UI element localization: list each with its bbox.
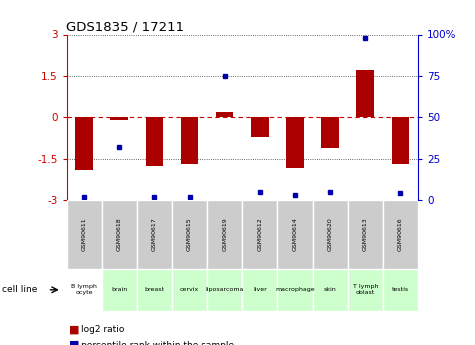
Bar (102, 269, 137, 310)
Text: log2 ratio: log2 ratio (81, 325, 124, 334)
Text: macrophage: macrophage (275, 287, 315, 292)
Bar (75, 117, 93, 170)
Text: percentile rank within the sample: percentile rank within the sample (81, 341, 234, 345)
Bar (102, 200, 137, 269)
Text: ■: ■ (69, 340, 79, 345)
Text: B lymph
ocyte: B lymph ocyte (71, 284, 97, 295)
Text: T lymph
oblast: T lymph oblast (352, 284, 378, 295)
Bar (348, 269, 383, 310)
Bar (251, 117, 269, 137)
Text: GSM90616: GSM90616 (398, 218, 403, 252)
Text: cervix: cervix (180, 287, 199, 292)
Bar (172, 269, 207, 310)
Text: GSM90618: GSM90618 (117, 218, 122, 252)
Bar (137, 200, 172, 269)
Bar (137, 269, 172, 310)
Text: GSM90619: GSM90619 (222, 218, 227, 252)
Text: brain: brain (111, 287, 127, 292)
Bar (66, 269, 102, 310)
Bar (145, 117, 163, 166)
Text: skin: skin (324, 287, 336, 292)
Bar (66, 200, 102, 269)
Bar (110, 117, 128, 120)
Text: GSM90613: GSM90613 (363, 218, 368, 252)
Bar (356, 70, 374, 117)
Text: GSM90617: GSM90617 (152, 218, 157, 252)
Bar (383, 269, 418, 310)
Bar (277, 200, 313, 269)
Text: GSM90614: GSM90614 (293, 218, 297, 252)
Bar (242, 200, 277, 269)
Text: breast: breast (144, 287, 164, 292)
Bar (348, 200, 383, 269)
Bar (313, 269, 348, 310)
Text: liver: liver (253, 287, 266, 292)
Text: GDS1835 / 17211: GDS1835 / 17211 (66, 20, 185, 33)
Bar (180, 117, 199, 164)
Bar (313, 200, 348, 269)
Bar (383, 200, 418, 269)
Bar (391, 117, 409, 164)
Text: liposarcoma: liposarcoma (206, 287, 244, 292)
Bar (321, 117, 339, 148)
Bar (242, 269, 277, 310)
Bar (207, 200, 242, 269)
Text: GSM90612: GSM90612 (257, 218, 262, 252)
Text: cell line: cell line (2, 285, 38, 294)
Bar (172, 200, 207, 269)
Bar (207, 269, 242, 310)
Text: testis: testis (392, 287, 409, 292)
Bar (216, 112, 233, 117)
Text: GSM90615: GSM90615 (187, 218, 192, 252)
Bar (286, 117, 304, 168)
Text: GSM90611: GSM90611 (82, 218, 86, 252)
Text: ■: ■ (69, 325, 79, 334)
Text: GSM90620: GSM90620 (328, 218, 332, 252)
Bar (277, 269, 313, 310)
